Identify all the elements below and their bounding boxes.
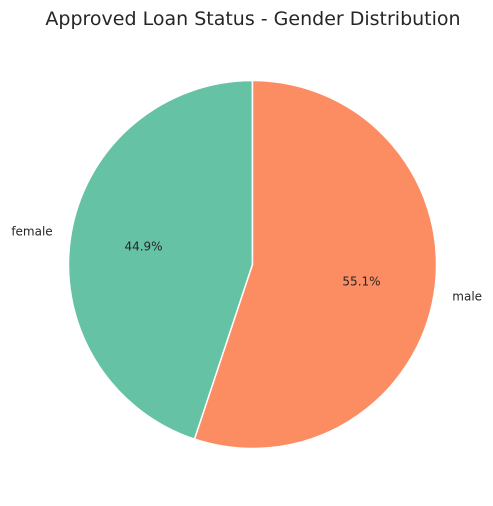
- slice-percent-female: 44.9%: [124, 239, 162, 253]
- chart-title: Approved Loan Status - Gender Distributi…: [45, 8, 460, 30]
- pie-slices: [67, 79, 438, 450]
- pie-slice-male: [193, 79, 438, 450]
- pie-labels: female 44.9% male 55.1%: [11, 225, 482, 304]
- slice-label-male: male: [452, 289, 482, 303]
- pie-slice-female: [67, 79, 254, 440]
- slice-percent-male: 55.1%: [342, 275, 380, 289]
- slice-label-female: female: [11, 225, 52, 239]
